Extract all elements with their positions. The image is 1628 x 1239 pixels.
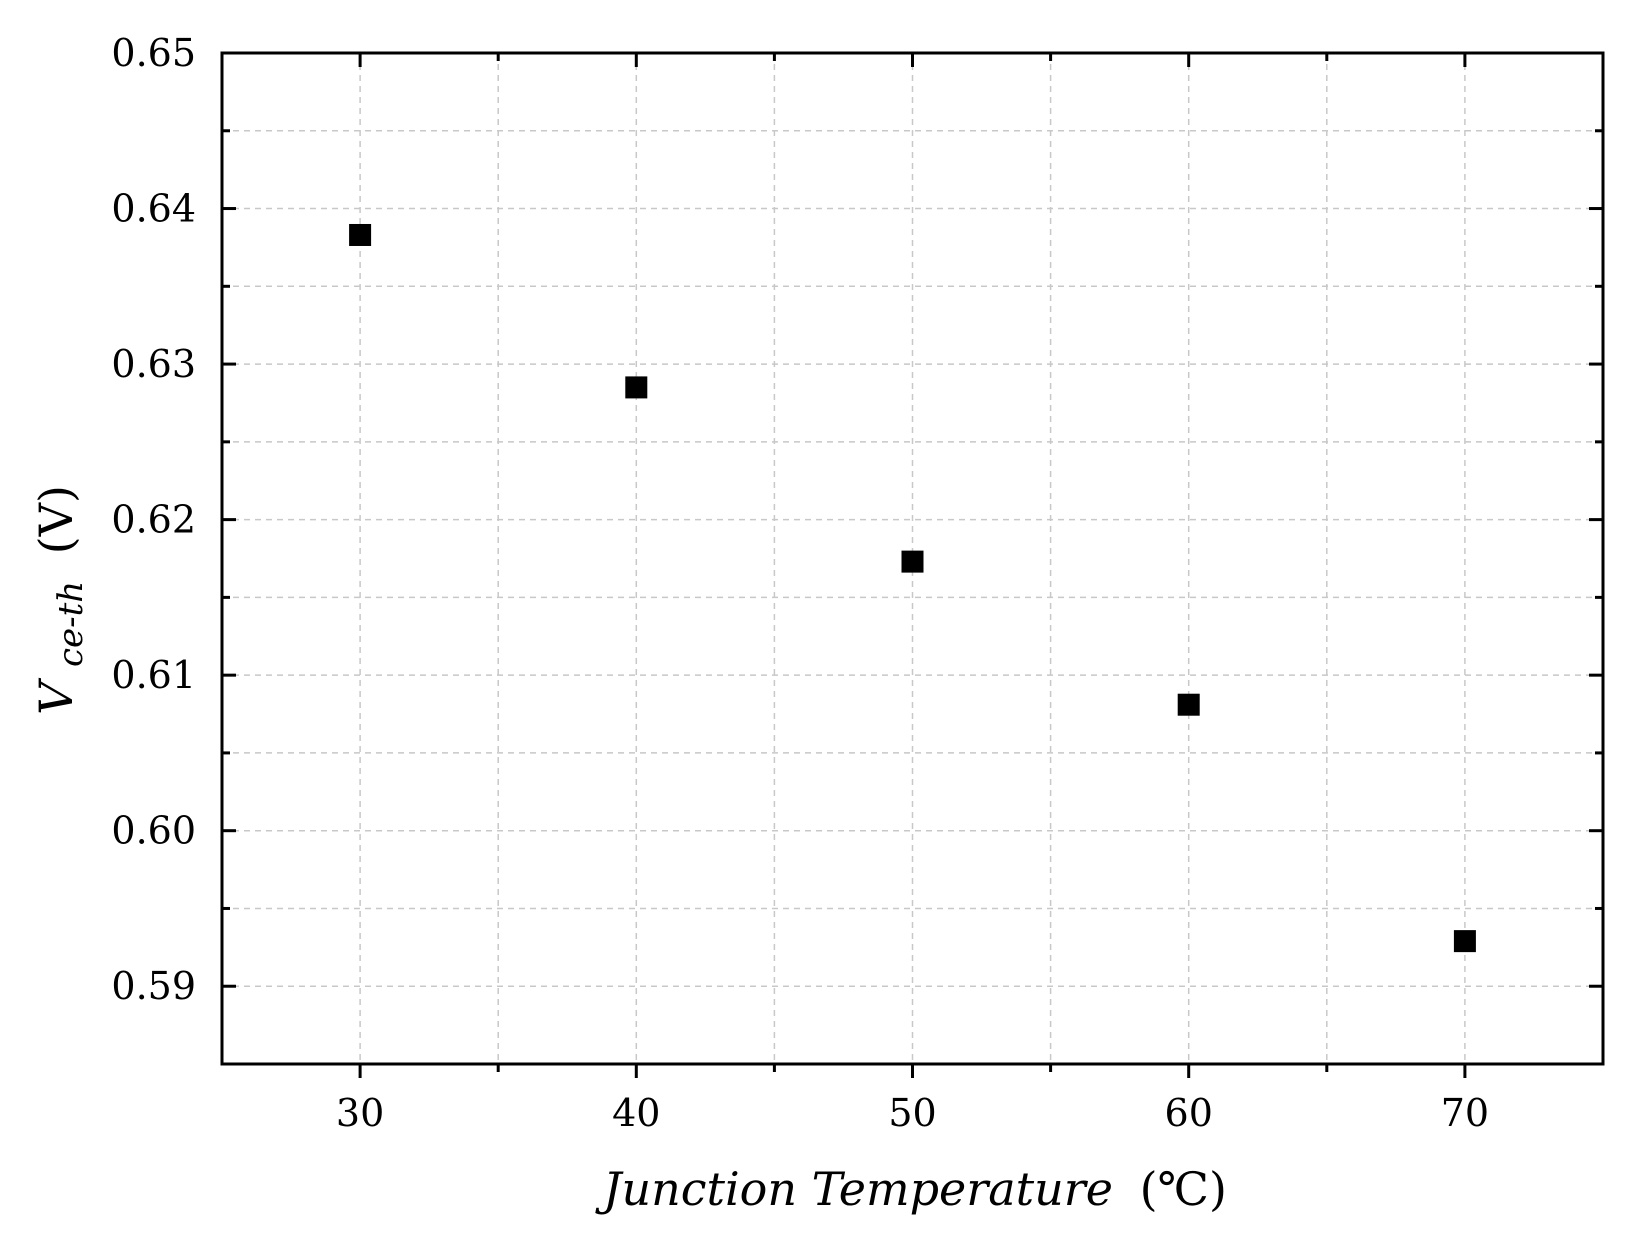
- y-axis-title: V ce-th (V): [29, 485, 93, 715]
- y-tick-label: 0.64: [111, 187, 196, 231]
- x-tick-label: 60: [1165, 1091, 1213, 1135]
- y-axis-title-sub: ce-th: [51, 581, 91, 667]
- y-axis-title-unit: (V): [29, 485, 83, 554]
- x-tick-label: 70: [1441, 1091, 1489, 1135]
- y-axis-title-main: V: [29, 677, 83, 715]
- y-tick-label: 0.59: [111, 964, 196, 1008]
- data-point: [1177, 693, 1200, 716]
- plot-frame: [220, 51, 1605, 1066]
- data-point: [901, 550, 924, 573]
- axis-ticks: [222, 51, 1603, 1078]
- data-point: [625, 376, 648, 399]
- data-point: [1453, 930, 1476, 953]
- x-axis-title-unit: (℃): [1140, 1162, 1227, 1216]
- data-points: [349, 223, 1476, 953]
- y-tick-label: 0.63: [111, 342, 196, 386]
- x-axis-title-main: Junction Temperature: [595, 1162, 1113, 1216]
- y-tick-label: 0.60: [111, 809, 196, 853]
- x-tick-labels: 30 40 50 60 70: [336, 1091, 1489, 1135]
- x-axis-title: Junction Temperature (℃): [595, 1162, 1227, 1216]
- y-tick-label: 0.61: [111, 653, 196, 697]
- y-tick-label: 0.65: [111, 31, 196, 75]
- x-tick-label: 30: [336, 1091, 384, 1135]
- y-tick-labels: 0.59 0.60 0.61 0.62 0.63 0.64 0.65: [111, 31, 196, 1008]
- y-tick-label: 0.62: [111, 498, 196, 542]
- grid-lines: [222, 52, 1603, 1064]
- data-point: [349, 223, 372, 246]
- x-tick-label: 40: [612, 1091, 660, 1135]
- x-tick-label: 50: [888, 1091, 936, 1135]
